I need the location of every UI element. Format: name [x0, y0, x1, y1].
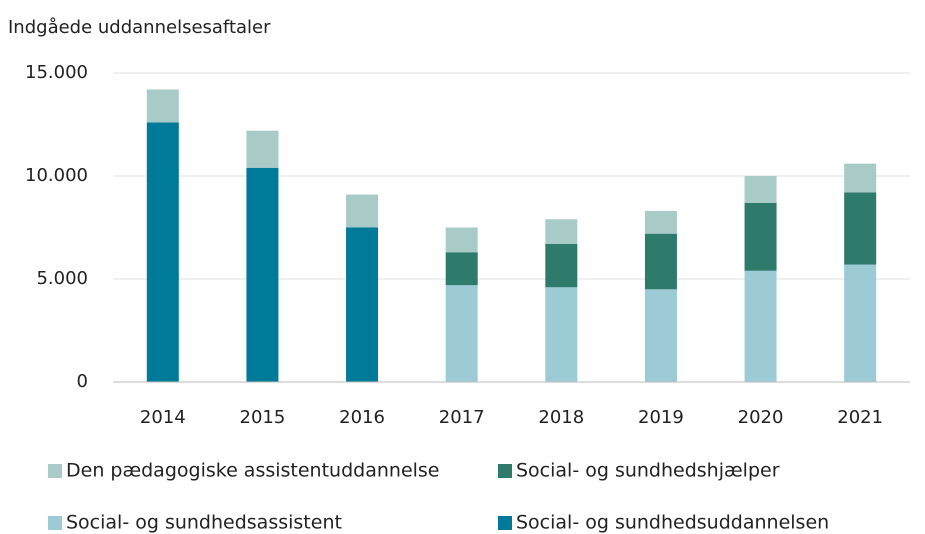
x-tick-label: 2014	[140, 407, 186, 428]
bar-segment	[644, 233, 677, 290]
bar-segment	[246, 167, 279, 382]
bar-segment	[346, 227, 379, 382]
bar-segment	[545, 243, 578, 288]
legend-label: Social- og sundhedshjælper	[516, 460, 780, 482]
bar-segment	[644, 211, 677, 234]
x-tick-label: 2016	[339, 407, 385, 428]
bar-segment	[545, 287, 578, 382]
bar-segment	[346, 194, 379, 228]
bar-segment	[844, 264, 877, 382]
y-tick-label: 0	[77, 371, 88, 392]
bar-segment	[246, 130, 279, 168]
legend-swatch	[48, 464, 62, 478]
bar-segment	[844, 163, 877, 193]
bar-segment	[744, 202, 777, 271]
legend-swatch	[498, 516, 512, 530]
legend-swatch	[48, 516, 62, 530]
legend-label: Social- og sundhedsuddannelsen	[516, 512, 829, 534]
bar-segment	[844, 192, 877, 265]
x-tick-label: 2020	[738, 407, 784, 428]
bar-segment	[644, 289, 677, 382]
x-tick-label: 2015	[240, 407, 286, 428]
bar-segment	[445, 252, 478, 286]
x-tick-label: 2019	[638, 407, 684, 428]
x-tick-label: 2021	[837, 407, 883, 428]
bar-segment	[545, 219, 578, 244]
bar-segment	[146, 89, 179, 123]
bar-segment	[445, 285, 478, 382]
chart-title: Indgåede uddannelsesaftaler	[8, 17, 271, 38]
bar-segment	[146, 122, 179, 382]
y-tick-label: 5.000	[36, 268, 88, 289]
x-tick-label: 2018	[538, 407, 584, 428]
y-tick-label: 15.000	[25, 62, 88, 83]
bar-segment	[744, 270, 777, 382]
y-tick-label: 10.000	[25, 165, 88, 186]
x-tick-label: 2017	[439, 407, 485, 428]
legend-label: Den pædagogiske assistentuddannelse	[66, 460, 440, 482]
bar-segment	[445, 227, 478, 253]
legend-swatch	[498, 464, 512, 478]
bar-segment	[744, 176, 777, 203]
legend-label: Social- og sundhedsassistent	[66, 512, 342, 534]
